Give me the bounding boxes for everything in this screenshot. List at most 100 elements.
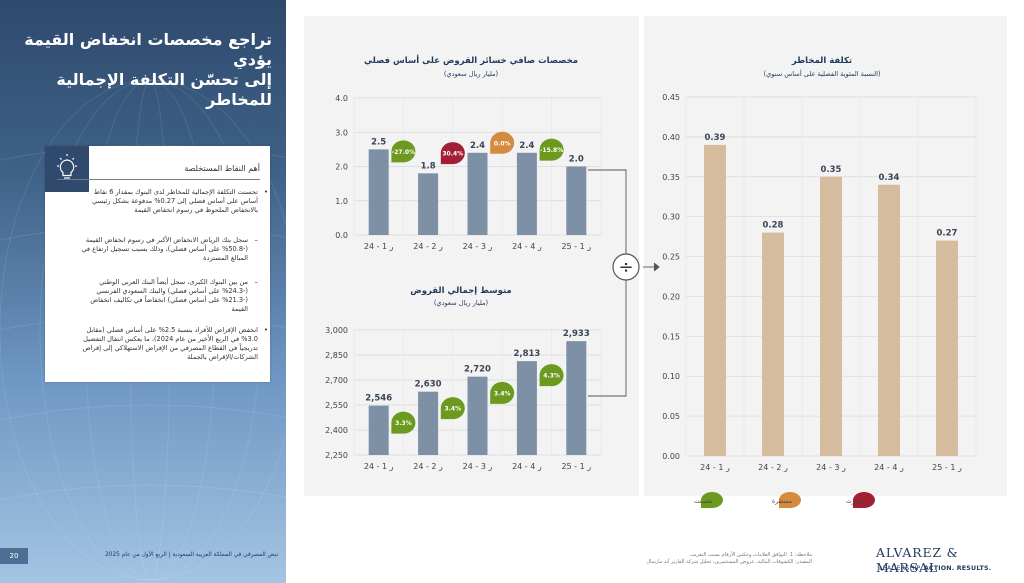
badge-label: -27.0% [392,149,415,156]
key-takeaways-box: أهم النقاط المستخلصة • تحسنت التكلفة الإ… [45,146,270,382]
data-label: 0.27 [937,229,958,239]
data-label: 2,720 [464,365,491,375]
bar [878,184,900,456]
x-tick-label: ر 2 - 24 [413,242,443,251]
x-tick-label: ر 3 - 24 [463,462,493,471]
y-tick-label: 3,000 [325,326,348,335]
footer-report-title: نبض المصرفي في المملكة العربية السعودية … [105,552,278,558]
loans-bar-chart: 2,250 2,400 2,550 2,700 2,850 3,000 2,546 ر 1 -… [325,326,602,471]
y-tick-label: 0.40 [662,133,680,142]
status-legend: تحسنت مستقرة تدهورت [694,492,875,508]
bar [566,341,587,455]
y-tick-label: 0.00 [662,452,680,461]
impairment-chart-subtitle: (مليار ريال سعودي) [444,70,498,78]
y-tick-label: 2.0 [335,163,348,172]
y-tick-label: 0.25 [662,253,680,262]
takeaway-text: تحسنت التكلفة الإجمالية للمخاطر لدى البن… [92,188,258,214]
takeaway-item: – سجل بنك الرياض الانخفاض الأكبر في رسوم… [78,236,258,263]
bar [566,166,587,235]
data-label: 2.0 [569,155,584,165]
x-tick-label: ر 4 - 24 [512,462,542,471]
slide-title: تراجع مخصصات انخفاض القيمة يؤدي إلى تحسّ… [22,30,272,110]
badge-shape [539,364,564,387]
key-takeaways-divider [57,179,260,180]
change-badge: 30.4% [440,142,465,165]
data-label: 2.4 [519,141,534,151]
impairment-chart-title: مخصصات صافي خسائر القروض على أساس فصلي [364,54,578,66]
badge-label: -15.8% [540,147,563,154]
data-label: 0.34 [879,173,900,183]
takeaway-item: – من بين البنوك الكبرى، سجل أيضاً البنك … [78,278,258,314]
bar [467,376,488,455]
legend-label: مستقرة [772,498,792,505]
lightbulb-icon [57,154,77,179]
legend-label: تدهورت [846,498,866,505]
change-badge: 4.3% [539,364,564,387]
y-tick-label: 2,550 [325,401,348,410]
badge-shape [539,138,564,161]
bar [704,144,726,456]
x-tick-label: ر 2 - 24 [758,463,788,472]
badge-shape [490,381,515,404]
bullet-mark: • [263,188,268,196]
x-tick-label: ر 1 - 24 [700,463,730,472]
footnote-line: ملاحظة: 1. التوافق العلامات وعكس الأرقام… [690,552,812,558]
bar [467,152,488,235]
x-tick-label: ر 1 - 25 [561,462,591,471]
data-label: 2,630 [415,380,442,390]
badge-label: 30.4% [442,151,463,158]
badge-label: 3.3% [395,420,412,427]
change-badge: 0.0% [490,131,515,154]
title-line-2: إلى تحسّن التكلفة الإجمالية للمخاطر [56,70,272,109]
x-tick-label: ر 1 - 25 [561,242,591,251]
takeaway-item: • انخفض الإقراض للأفراد بنسبة 2.5% على أ… [78,326,268,362]
badge-shape [490,131,515,154]
y-tick-label: 2,400 [325,426,348,435]
bar [820,176,842,456]
y-tick-label: 2,850 [325,351,348,360]
legend-swatch [701,492,723,508]
change-badge: 3.4% [440,397,465,420]
y-tick-label: 0.0 [335,231,348,240]
data-label: 2,813 [513,349,540,359]
badge-label: 4.3% [543,373,560,380]
legend-label: تحسنت [694,498,713,505]
y-tick-label: 4.0 [335,94,348,103]
bar [418,391,439,455]
bar [516,152,537,235]
y-tick-label: 0.45 [662,93,680,102]
tagline-bold: ACTION. RESULTS. [923,565,992,572]
y-tick-label: 1.0 [335,197,348,206]
tagline-plain: LEADERSHIP. [879,565,922,572]
x-tick-label: ر 1 - 24 [364,242,394,251]
bar [418,173,439,235]
connector-lines [588,169,660,397]
badge-shape [440,142,465,165]
divide-symbol: ÷ [618,257,633,278]
change-badge: -15.8% [539,138,564,161]
data-label: 2,546 [365,394,392,404]
footnote: ملاحظة: 1. التوافق العلامات وعكس الأرقام… [600,552,812,566]
y-tick-label: 0.05 [662,412,680,421]
x-tick-label: ر 4 - 24 [512,242,542,251]
data-label: 2.5 [371,137,386,147]
y-tick-label: 0.35 [662,173,680,182]
badge-label: 3.4% [494,390,511,397]
y-tick-label: 2,250 [325,451,348,460]
footnote-line: المصدر: الكشوفات المالية، عروض المستثمري… [646,559,812,565]
x-tick-label: ر 1 - 24 [364,462,394,471]
legend-swatch [779,492,801,508]
page-number: 20 [0,548,28,564]
x-tick-label: ر 3 - 24 [816,463,846,472]
takeaway-text: انخفض الإقراض للأفراد بنسبة 2.5% على أسا… [82,326,258,361]
brand-logo: ALVAREZ & MARSAL [876,545,959,575]
badge-shape [391,411,416,434]
takeaway-item: • تحسنت التكلفة الإجمالية للمخاطر لدى ال… [78,188,268,215]
badge-label: 3.4% [444,406,461,413]
lightbulb-icon-box [45,146,89,192]
bar [368,149,389,235]
cost-of-risk-chart-subtitle: (النسبة المئوية الفصلية على أساس سنوي) [764,69,881,78]
data-label: 2,933 [563,329,590,339]
badge-shape [391,140,416,163]
takeaway-text: من بين البنوك الكبرى، سجل أيضاً البنك ال… [90,278,248,313]
